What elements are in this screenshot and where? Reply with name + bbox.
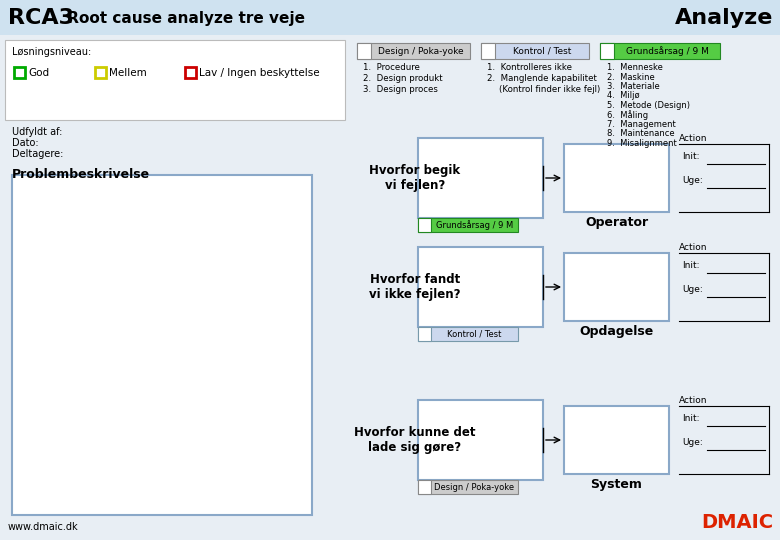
Text: Dato:: Dato: — [12, 138, 39, 148]
Text: Design / Poka-yoke: Design / Poka-yoke — [378, 46, 463, 56]
Bar — [481, 43, 495, 59]
Text: 4.  Miljø: 4. Miljø — [607, 91, 640, 100]
Bar — [564, 144, 669, 212]
Bar — [418, 480, 518, 494]
Text: Hvorfor begik
vi fejlen?: Hvorfor begik vi fejlen? — [370, 164, 460, 192]
Bar — [481, 43, 589, 59]
Text: Uge:: Uge: — [682, 438, 703, 447]
Text: 1.  Procedure: 1. Procedure — [363, 63, 420, 72]
Text: Uge:: Uge: — [682, 176, 703, 185]
Bar — [14, 67, 25, 78]
Bar — [95, 67, 106, 78]
Text: Action: Action — [679, 396, 707, 405]
Text: Root cause analyze tre veje: Root cause analyze tre veje — [62, 10, 305, 25]
Bar — [418, 218, 518, 232]
Text: 8.  Maintenance: 8. Maintenance — [607, 130, 675, 138]
Text: 2.  Manglende kapabilitet: 2. Manglende kapabilitet — [487, 74, 597, 83]
Text: Hvorfor kunne det
lade sig gøre?: Hvorfor kunne det lade sig gøre? — [354, 426, 476, 454]
Text: Udfyldt af:: Udfyldt af: — [12, 127, 62, 137]
Text: Løsningsniveau:: Løsningsniveau: — [12, 47, 91, 57]
Text: Opdagelse: Opdagelse — [580, 325, 654, 338]
Text: RCA3: RCA3 — [8, 8, 74, 28]
Bar — [418, 480, 431, 494]
Bar — [564, 406, 669, 474]
Text: (Kontrol finder ikke fejl): (Kontrol finder ikke fejl) — [499, 85, 601, 94]
Text: Lav / Ingen beskyttelse: Lav / Ingen beskyttelse — [199, 68, 320, 78]
Text: System: System — [590, 478, 643, 491]
Text: 6.  Måling: 6. Måling — [607, 111, 648, 120]
Bar — [679, 406, 769, 474]
Text: 5.  Metode (Design): 5. Metode (Design) — [607, 101, 690, 110]
Text: Hvorfor fandt
vi ikke fejlen?: Hvorfor fandt vi ikke fejlen? — [369, 273, 461, 301]
Bar — [357, 43, 371, 59]
Bar — [679, 253, 769, 321]
Text: 3.  Design proces: 3. Design proces — [363, 85, 438, 94]
Text: 9.  Misalignment: 9. Misalignment — [607, 139, 677, 148]
Text: 2.  Maskine: 2. Maskine — [607, 72, 654, 82]
Text: Grundsårsag / 9 M: Grundsårsag / 9 M — [436, 220, 513, 230]
Text: Init:: Init: — [682, 152, 700, 161]
Bar — [418, 247, 543, 327]
Text: Uge:: Uge: — [682, 285, 703, 294]
Text: Grundsårsag / 9 M: Grundsårsag / 9 M — [626, 46, 708, 56]
Text: Kontrol / Test: Kontrol / Test — [447, 329, 502, 339]
Text: DMAIC: DMAIC — [701, 513, 773, 532]
Bar — [418, 327, 518, 341]
Bar — [0, 0, 780, 35]
Bar — [12, 175, 312, 515]
Text: 7.  Management: 7. Management — [607, 120, 675, 129]
Bar — [418, 400, 543, 480]
Text: Action: Action — [679, 134, 707, 143]
Text: Kontrol / Test: Kontrol / Test — [512, 46, 571, 56]
Bar — [600, 43, 614, 59]
Bar — [357, 43, 470, 59]
Bar — [564, 253, 669, 321]
Text: Analyze: Analyze — [675, 8, 773, 28]
Bar — [418, 327, 431, 341]
Text: Design / Poka-yoke: Design / Poka-yoke — [434, 483, 515, 491]
Text: Problembeskrivelse: Problembeskrivelse — [12, 168, 150, 181]
Text: God: God — [28, 68, 49, 78]
Text: 1.  Menneske: 1. Menneske — [607, 63, 663, 72]
Bar — [5, 40, 345, 120]
Text: Operator: Operator — [585, 216, 648, 229]
Text: Init:: Init: — [682, 414, 700, 423]
Text: 3.  Materiale: 3. Materiale — [607, 82, 660, 91]
Text: Mellem: Mellem — [109, 68, 147, 78]
Bar — [185, 67, 196, 78]
Bar — [418, 218, 431, 232]
Text: Init:: Init: — [682, 261, 700, 270]
Text: www.dmaic.dk: www.dmaic.dk — [8, 522, 79, 532]
Text: 2.  Design produkt: 2. Design produkt — [363, 74, 442, 83]
Text: 1.  Kontrolleres ikke: 1. Kontrolleres ikke — [487, 63, 572, 72]
Bar — [418, 138, 543, 218]
Text: Deltagere:: Deltagere: — [12, 149, 63, 159]
Bar — [679, 144, 769, 212]
Bar — [600, 43, 720, 59]
Text: Action: Action — [679, 243, 707, 252]
